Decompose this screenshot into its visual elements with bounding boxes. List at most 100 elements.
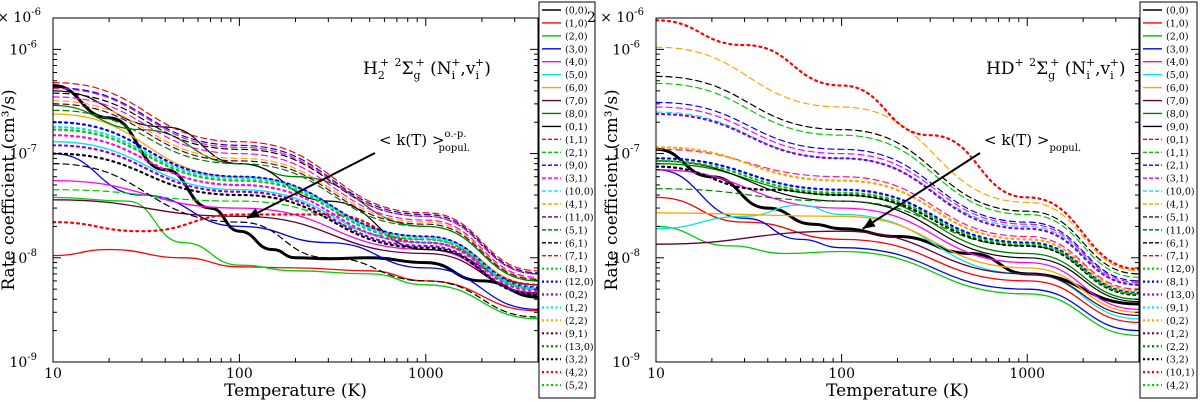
legend-label: (0,0) (1166, 6, 1189, 17)
legend-label: (7,1) (1166, 251, 1189, 262)
y-tick-label-top: 2 × 10-6 (587, 7, 644, 26)
x-tick-label: 1000 (408, 366, 444, 382)
legend-label: (5,0) (565, 70, 588, 81)
y-tick-label: 10-9 (9, 352, 37, 371)
legend-label: (4,0) (565, 57, 588, 68)
series-line-black-dashed (53, 92, 538, 275)
y-tick-label: 10-6 (612, 39, 640, 58)
legend-label: (2,2) (565, 316, 588, 327)
series-line-cyan-dotted (53, 125, 538, 290)
legend-label: (1,0) (565, 18, 588, 29)
y-axis-title: Rate coefficient (cm³/s) (0, 89, 19, 290)
legend-label: (7,1) (565, 251, 588, 262)
legend-label: (7,0) (565, 96, 588, 107)
panel-title: HD+ 2Σg+ (Ni+,vi+) (986, 56, 1125, 82)
legend-label: (2,2) (1166, 342, 1189, 353)
legend-label: (3,1) (1166, 174, 1189, 185)
left-panel-h2plus: 10 100 1000 Temperature (K) 10-9 10-8 10-7 10-6… (0, 1, 596, 401)
legend-label: (8,0) (565, 109, 588, 120)
series-line-black-dash2 (53, 163, 538, 318)
legend-label: (4,1) (1166, 200, 1189, 211)
panel-title: H2+ 2Σg+ (Ni+,vi+) (363, 56, 491, 82)
series-line-pink-dashed (53, 88, 538, 275)
series-line-red-solid (53, 248, 538, 312)
x-axis-title: Temperature (K) (826, 381, 969, 401)
legend-label: (4,2) (565, 368, 588, 379)
y-tick-label-top: 2 × 10-6 (0, 7, 41, 26)
x-axis: 10 100 1000 Temperature (K) (647, 18, 1140, 401)
x-tick-label: 100 (828, 366, 855, 382)
legend-label: (5,1) (565, 225, 588, 236)
legend-label: (1,0) (1166, 18, 1189, 29)
series-line-maroon-dashed (53, 103, 538, 280)
legend-label: (9,0) (565, 161, 588, 172)
x-tick-label: 100 (226, 366, 253, 382)
series-line-magenta-dashed (53, 96, 538, 278)
y-axis-title: Rate coefficient (cm³/s) (602, 89, 622, 290)
legend-label: (6,1) (1166, 238, 1189, 249)
legend-label: (5,0) (1166, 70, 1189, 81)
y-tick-label: 10-7 (612, 144, 640, 163)
legend-label: (2,1) (565, 148, 588, 159)
legend-label: (0,2) (565, 290, 588, 301)
legend-label: (3,0) (565, 44, 588, 55)
series-line-red-dotted (656, 19, 1139, 271)
legend-label: (11,0) (565, 212, 594, 223)
legend-label: (3,2) (565, 355, 588, 366)
x-tick-label: 10 (44, 366, 62, 382)
legend-label: (0,0) (565, 6, 588, 17)
series-line-blue-dotted (53, 121, 538, 289)
legend-label: (7,0) (1166, 96, 1189, 107)
series-line-green-solid (656, 225, 1139, 337)
legend-label: (1,1) (1166, 148, 1189, 159)
series-line-darkgreen-dashed (53, 109, 538, 282)
annotation-arrowhead (247, 208, 261, 219)
legend: (0,0)(1,0) (2,0) (3,0) (4,0) (5,0) (6,0) (7,0)… (538, 1, 596, 399)
series-line-pink-dashed (656, 148, 1139, 290)
legend-label: (5,2) (565, 381, 588, 392)
right-panel-hdplus: 10 100 1000 Temperature (K) 10-9 10-8 10-7 10-6… (587, 1, 1198, 401)
series-line-orange-dashed (656, 46, 1139, 272)
annotation-arrowhead (862, 218, 876, 229)
series-line-blue-dashed (53, 87, 538, 274)
legend-label: (13,0) (565, 342, 594, 353)
legend-label: (10,0) (1166, 187, 1195, 198)
legend-label: (0,2) (1166, 316, 1189, 327)
legend-label: (4,2) (1166, 381, 1189, 392)
series-line-black-dotted (53, 152, 538, 296)
legend-label: (0,1) (565, 122, 588, 133)
y-tick-label: 10-8 (612, 248, 640, 267)
legend: (0,0)(1,0) (2,0) (3,0) (4,0) (5,0) (6,0) (7,0)… (1139, 1, 1198, 399)
series-line-thick-black (53, 84, 538, 299)
series-line-magenta-dotted (53, 134, 538, 293)
series-line-blue-dashed (656, 101, 1139, 282)
y-axis: 10-9 10-8 10-7 10-6 2 × 10-6 Rate coefficient… (587, 7, 1139, 371)
series-line-black-dotted (656, 165, 1139, 296)
legend-label: (6,1) (565, 238, 588, 249)
series-line-orange-dotted (656, 146, 1139, 293)
series-line-cyan-solid (656, 204, 1139, 320)
x-tick-label: 1000 (1009, 366, 1045, 382)
series-line-cyan-solid (53, 141, 538, 290)
legend-label: (3,2) (1166, 355, 1189, 366)
y-tick-label: 10-6 (9, 39, 37, 58)
legend-label: (6,0) (565, 83, 588, 94)
legend-label: (0,1) (1166, 135, 1189, 146)
legend-label: (5,1) (1166, 212, 1189, 223)
annotation-label: < k(T) >o.-p. popul. (379, 129, 470, 154)
series-line-magenta-dashed (656, 106, 1139, 283)
series-line-green-solid (53, 196, 538, 320)
legend-label: (13,0) (1166, 290, 1195, 301)
legend-label: (2,0) (565, 31, 588, 42)
legend-label: (8,0) (1166, 109, 1189, 120)
y-tick-label: 10-9 (612, 352, 640, 371)
series-line-magenta-solid (656, 169, 1139, 311)
legend-label: (10,0) (565, 187, 594, 198)
y-tick-label: 10-7 (9, 144, 37, 163)
legend-label: (10,1) (1166, 368, 1195, 379)
series-group (656, 19, 1139, 337)
legend-label: (1,2) (565, 303, 588, 314)
series-line-black-thin (656, 160, 1139, 303)
legend-label: (4,1) (565, 200, 588, 211)
